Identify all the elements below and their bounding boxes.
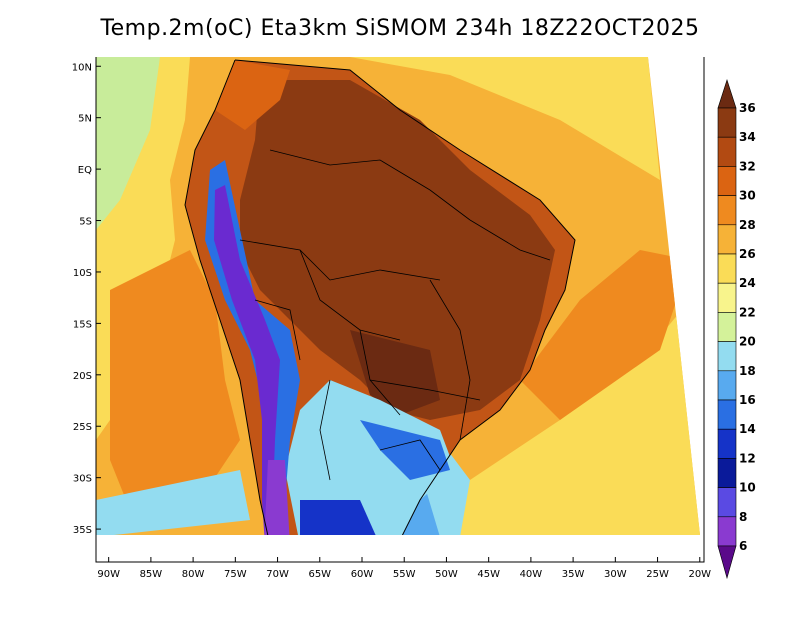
lat-tick-label: 15S (73, 319, 92, 330)
atlantic-warm-orange (520, 250, 690, 420)
colorbar-swatch (717, 253, 737, 284)
southern-pacific-cool (96, 470, 250, 535)
lon-tick-label: 60W (351, 569, 374, 580)
colorbar-swatch (717, 195, 737, 226)
colorbar-label: 22 (739, 305, 756, 319)
country-borders (239, 149, 551, 481)
lat-tick-label: 20S (73, 371, 92, 382)
atlantic-south-yellow (440, 300, 700, 535)
longitude-axis: 90W 85W 80W 75W 70W 65W 60W 55W 50W 45W 40W 35W 30W 2… (97, 557, 711, 580)
colorbar-swatch (717, 312, 737, 342)
colorbar-label: 28 (739, 218, 756, 232)
lon-tick-label: 45W (477, 569, 500, 580)
lon-tick-label: 50W (435, 569, 458, 580)
colorbar-swatch (717, 341, 737, 372)
atlantic-north-yellow (350, 57, 660, 180)
andes-very-cold (214, 185, 280, 535)
colorbar-label: 26 (739, 247, 756, 261)
lon-tick-label: 65W (308, 569, 331, 580)
colorbar-label: 20 (739, 335, 756, 349)
colorbar-label: 34 (739, 130, 756, 144)
lat-tick-label: EQ (78, 165, 92, 176)
hottest-core (350, 330, 440, 415)
lat-tick-label: 10S (73, 268, 92, 279)
colorbar-label: 16 (739, 393, 756, 407)
lat-tick-label: 5S (79, 217, 92, 228)
colorbar-label: 10 (739, 481, 756, 495)
temperature-field (96, 57, 700, 535)
colorbar-swatch (717, 516, 737, 547)
lon-tick-label: 40W (520, 569, 543, 580)
patagonia-cold (300, 500, 380, 535)
southern-cone-blue (360, 420, 450, 480)
colorbar-label: 18 (739, 364, 756, 378)
colorbar-swatch (717, 107, 737, 138)
north-coast-warm (215, 60, 290, 130)
lon-tick-label: 35W (562, 569, 585, 580)
colorbar-swatch (717, 282, 737, 313)
lon-tick-label: 20W (688, 569, 711, 580)
lat-tick-label: 5N (78, 114, 92, 125)
lat-tick-label: 10N (72, 62, 92, 73)
colorbar-swatch (717, 166, 737, 196)
lon-tick-label: 55W (393, 569, 416, 580)
colorbar-swatch (717, 428, 737, 459)
colorbar-top-triangle (717, 79, 737, 109)
colorbar-label: 12 (739, 451, 756, 465)
colorbar-swatch (717, 224, 737, 255)
pacific-orange-region (110, 250, 240, 510)
colorbar-swatch (717, 487, 737, 518)
lon-tick-label: 80W (182, 569, 205, 580)
lon-tick-label: 90W (97, 569, 120, 580)
continent-hot-interior (240, 80, 555, 420)
coastline-atlantic (234, 59, 576, 535)
colorbar-label: 8 (739, 510, 747, 524)
lat-tick-label: 30S (73, 474, 92, 485)
lon-tick-label: 85W (140, 569, 163, 580)
latitude-axis: 10N 5N EQ 5S 10S 15S 20S 25S 30S 35S (72, 62, 101, 536)
colorbar-label: 24 (739, 276, 756, 290)
lon-tick-label: 70W (266, 569, 289, 580)
coastline-pacific (184, 59, 271, 535)
lon-tick-label: 30W (604, 569, 627, 580)
colorbar-swatch (717, 399, 737, 430)
colorbar-swatch (717, 136, 737, 167)
lon-tick-label: 75W (224, 569, 247, 580)
lat-tick-label: 35S (73, 525, 92, 536)
pacific-green-region (96, 57, 160, 230)
plot-frame (95, 57, 705, 563)
colorbar-swatch (717, 458, 737, 488)
colorbar-label: 32 (739, 159, 756, 173)
colorbar-label: 30 (739, 189, 756, 203)
colorbar-label: 36 (739, 101, 756, 115)
colorbar-label: 6 (739, 539, 747, 553)
map-title: Temp.2m(oC) Eta3km SiSMOM 234h 18Z22OCT2… (100, 16, 700, 41)
colorbar-swatch (717, 370, 737, 401)
colorbar-bottom-triangle (717, 545, 737, 580)
andes-south-purple (264, 460, 290, 535)
lat-tick-label: 25S (73, 422, 92, 433)
colorbar: 36 34 32 30 28 26 24 22 20 18 16 14 12 10 8 6 (717, 79, 756, 580)
lon-tick-label: 25W (646, 569, 669, 580)
colorbar-label: 14 (739, 422, 756, 436)
